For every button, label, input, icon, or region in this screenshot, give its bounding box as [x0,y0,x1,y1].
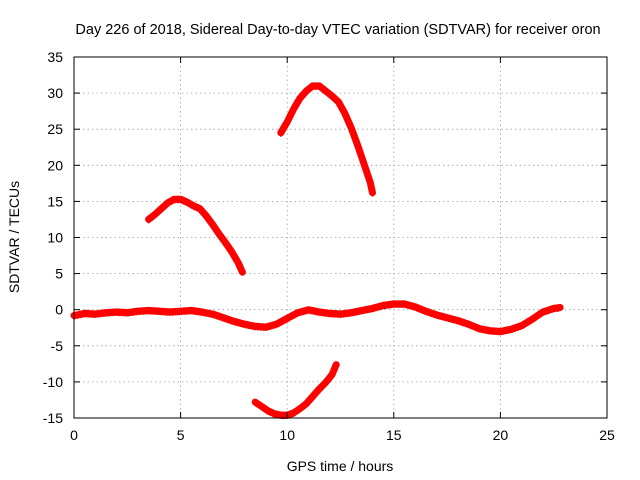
x-tick-label: 10 [279,427,295,443]
chart-title: Day 226 of 2018, Sidereal Day-to-day VTE… [75,22,600,38]
y-tick-label: -15 [43,410,63,426]
series-arc-1-noise [147,201,244,277]
x-tick-label: 15 [386,427,402,443]
y-tick-label: 25 [47,121,63,137]
y-axis-title: SDTVAR / TECUs [6,181,22,293]
x-tick-label: 20 [493,427,509,443]
series-baseline [70,300,564,335]
series-layer [70,82,564,420]
y-tick-label: 20 [47,157,63,173]
y-tick-label: 10 [47,230,63,246]
series-arc-3 [251,361,340,419]
y-tick-label: -5 [51,338,64,354]
x-tick-label: 5 [177,427,185,443]
y-tick-label: 15 [47,193,63,209]
x-tick-label: 25 [599,427,615,443]
series-baseline-noise [73,305,562,336]
series-arc-2-noise [279,87,374,197]
series-arc-2 [277,82,376,197]
y-tick-label: 30 [47,85,63,101]
series-arc-3-noise [254,366,338,420]
y-tick-label: 5 [55,266,63,282]
y-tick-label: -10 [43,374,63,390]
series-arc-1 [145,195,246,276]
x-axis-title: GPS time / hours [287,458,394,474]
y-tick-label: 0 [55,302,63,318]
axis-layer: 0 5 10 15 20 25 -15 -10 -5 0 5 10 15 20 25 30 35 [43,49,615,443]
grid-layer [74,57,607,418]
y-tick-label: 35 [47,49,63,65]
x-tick-label: 0 [70,427,78,443]
